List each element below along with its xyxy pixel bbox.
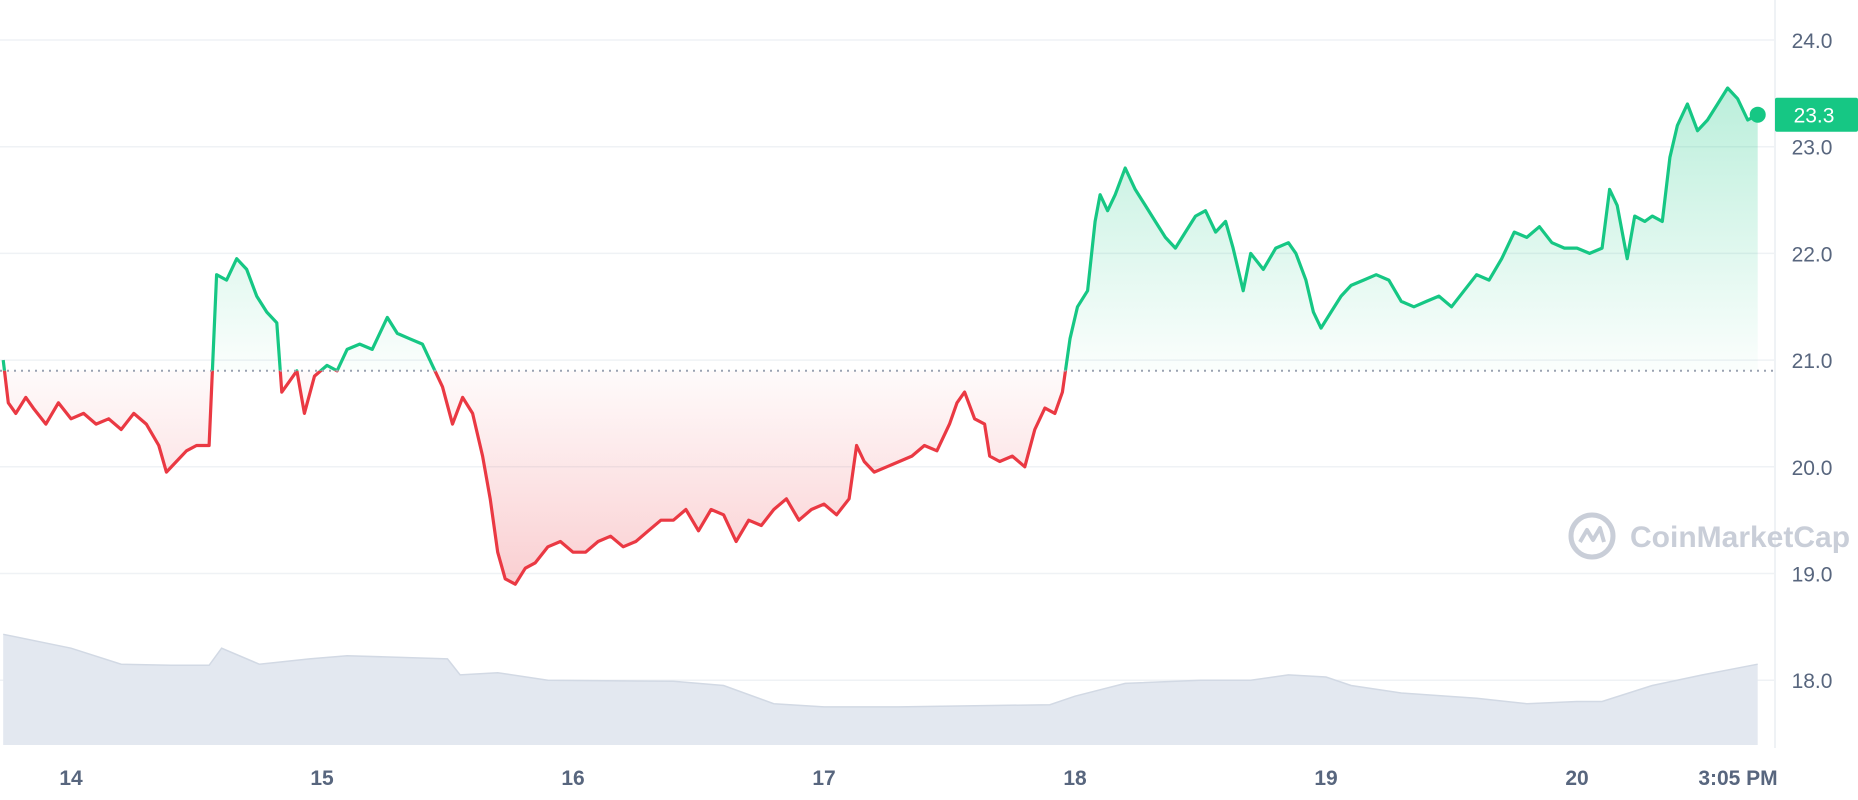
x-tick-label: 3:05 PM [1698, 767, 1777, 790]
area-fill-down [3, 370, 1758, 585]
x-tick-label: 17 [812, 767, 835, 790]
y-tick-label: 21.0 [1792, 350, 1833, 373]
coinmarketcap-watermark: CoinMarketCap [1568, 512, 1850, 560]
x-tick-label: 15 [310, 767, 334, 790]
y-tick-label: 18.0 [1792, 670, 1833, 693]
volume-bars [3, 633, 1758, 745]
y-tick-label: 24.0 [1792, 30, 1833, 53]
x-tick-label: 16 [561, 767, 584, 790]
logo-wave [1578, 526, 1606, 544]
price-tag-background [1775, 97, 1858, 132]
y-tick-label: 19.0 [1792, 564, 1833, 587]
area-fill-up [3, 88, 1758, 371]
price-tag-label: 23.3 [1794, 105, 1835, 128]
current-price-dot [1749, 106, 1766, 123]
volume-top-line [3, 633, 1758, 708]
x-tick-label: 18 [1063, 767, 1087, 790]
y-tick-label: 23.0 [1792, 137, 1833, 160]
x-tick-label: 19 [1314, 767, 1337, 790]
x-axis: 14 15 16 17 18 19 20 3:05 PM [59, 767, 1777, 790]
price-line-down [2, 370, 1068, 586]
y-axis: 24.0 23.0 22.0 21.0 20.0 19.0 18.0 [1792, 30, 1833, 693]
price-area-up [1, 86, 1759, 371]
coinmarketcap-logo-icon [1568, 512, 1616, 560]
price-area-down [2, 370, 1758, 586]
volume-area [3, 634, 1758, 745]
watermark-text: CoinMarketCap [1630, 521, 1850, 554]
y-tick-label: 20.0 [1792, 457, 1833, 480]
current-price-tag: 23.3 [1775, 97, 1858, 132]
x-tick-label: 20 [1565, 767, 1588, 790]
price-line-up [1, 86, 1759, 371]
y-tick-label: 22.0 [1792, 243, 1833, 266]
x-tick-label: 14 [59, 767, 83, 790]
